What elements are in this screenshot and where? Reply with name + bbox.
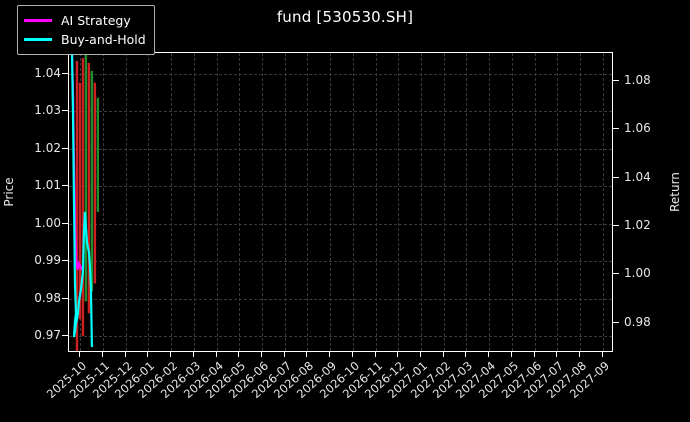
- y-tick-label-left: 1.01: [34, 178, 61, 193]
- plot-area: [68, 52, 613, 352]
- gridline-horizontal: [69, 223, 612, 225]
- gridline-vertical: [466, 53, 468, 351]
- y-tick-label-right: 1.06: [624, 121, 651, 136]
- y-tick-right: [613, 321, 619, 323]
- gridline-vertical: [534, 53, 536, 351]
- x-tick: [488, 352, 490, 357]
- gridline-vertical: [103, 53, 105, 351]
- y-tick-label-right: 1.02: [624, 217, 651, 232]
- y-tick-left: [62, 110, 68, 112]
- gridline-vertical: [511, 53, 513, 351]
- y-tick-label-left: 0.99: [34, 253, 61, 268]
- y-axis-label-left: Price: [2, 177, 16, 207]
- gridline-vertical: [239, 53, 241, 351]
- gridline-vertical: [216, 53, 218, 351]
- price-candles: [75, 54, 100, 351]
- gridline-vertical: [125, 53, 127, 351]
- gridline-horizontal: [69, 73, 612, 75]
- y-tick-left: [62, 297, 68, 299]
- x-tick: [170, 352, 172, 357]
- y-tick-right: [613, 273, 619, 275]
- y-tick-left: [62, 72, 68, 74]
- series-line-buy-and-hold: [70, 53, 94, 348]
- legend-item[interactable]: Buy-and-Hold: [24, 30, 146, 49]
- y-tick-left: [62, 185, 68, 187]
- gridline-horizontal: [69, 298, 612, 300]
- x-tick: [306, 352, 308, 357]
- x-tick: [556, 352, 558, 357]
- y-tick-label-left: 1.02: [34, 140, 61, 155]
- series-paths: [70, 53, 100, 351]
- x-tick: [374, 352, 376, 357]
- y-tick-label-left: 0.97: [34, 328, 61, 343]
- x-tick: [147, 352, 149, 357]
- gridline-horizontal: [69, 186, 612, 188]
- x-tick: [283, 352, 285, 357]
- gridline-vertical: [420, 53, 422, 351]
- y-tick-right: [613, 224, 619, 226]
- x-tick: [124, 352, 126, 357]
- x-tick: [465, 352, 467, 357]
- y-tick-label-right: 1.00: [624, 266, 651, 281]
- y-tick-right: [613, 128, 619, 130]
- x-tick: [102, 352, 104, 357]
- x-tick: [329, 352, 331, 357]
- gridline-vertical: [330, 53, 332, 351]
- gridline-horizontal: [69, 261, 612, 263]
- gridline-vertical: [262, 53, 264, 351]
- x-tick: [601, 352, 603, 357]
- y-tick-label-right: 1.04: [624, 169, 651, 184]
- gridline-vertical: [602, 53, 604, 351]
- x-tick: [578, 352, 580, 357]
- gridline-vertical: [489, 53, 491, 351]
- x-tick: [215, 352, 217, 357]
- legend-item-label: AI Strategy: [61, 13, 131, 28]
- gridline-vertical: [352, 53, 354, 351]
- y-tick-label-left: 1.00: [34, 215, 61, 230]
- chart-legend: AI Strategy Buy-and-Hold: [17, 5, 155, 55]
- y-tick-right: [613, 79, 619, 81]
- y-axis-label-right: Return: [668, 172, 682, 212]
- gridline-vertical: [307, 53, 309, 351]
- gridline-vertical: [398, 53, 400, 351]
- gridline-horizontal: [69, 148, 612, 150]
- x-tick: [79, 352, 81, 357]
- x-tick: [192, 352, 194, 357]
- x-tick: [510, 352, 512, 357]
- x-tick: [238, 352, 240, 357]
- gridline-horizontal: [69, 336, 612, 338]
- legend-item-label: Buy-and-Hold: [61, 32, 146, 47]
- y-tick-left: [62, 335, 68, 337]
- gridline-vertical: [375, 53, 377, 351]
- gridline-vertical: [171, 53, 173, 351]
- y-tick-label-left: 1.04: [34, 65, 61, 80]
- x-tick: [442, 352, 444, 357]
- y-tick-label-left: 1.03: [34, 103, 61, 118]
- x-tick: [351, 352, 353, 357]
- y-tick-label-right: 1.08: [624, 72, 651, 87]
- gridline-vertical: [443, 53, 445, 351]
- y-tick-left: [62, 147, 68, 149]
- x-tick: [533, 352, 535, 357]
- legend-color-swatch: [24, 19, 52, 22]
- y-tick-label-left: 0.98: [34, 290, 61, 305]
- gridline-horizontal: [69, 111, 612, 113]
- y-tick-label-right: 0.98: [624, 314, 651, 329]
- x-tick: [419, 352, 421, 357]
- gridline-vertical: [148, 53, 150, 351]
- gridline-vertical: [193, 53, 195, 351]
- gridline-vertical: [284, 53, 286, 351]
- gridline-vertical: [557, 53, 559, 351]
- chart-title: fund [530530.SH]: [276, 8, 414, 26]
- y-tick-right: [613, 176, 619, 178]
- y-tick-left: [62, 222, 68, 224]
- x-tick: [397, 352, 399, 357]
- legend-item[interactable]: AI Strategy: [24, 11, 146, 30]
- x-tick: [261, 352, 263, 357]
- legend-color-swatch: [24, 38, 52, 41]
- gridline-vertical: [579, 53, 581, 351]
- y-tick-left: [62, 260, 68, 262]
